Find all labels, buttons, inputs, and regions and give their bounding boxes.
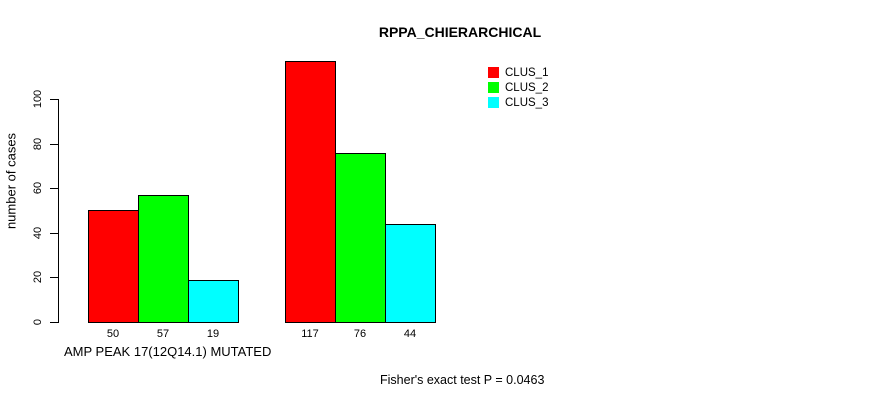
- x-axis-group-label: AMP PEAK 17(12Q14.1) MUTATED: [64, 344, 272, 359]
- legend: CLUS_1 CLUS_2 CLUS_3: [488, 65, 548, 110]
- bar-clus_1-group2: [285, 61, 336, 323]
- legend-swatch-clus_1: [488, 67, 499, 78]
- legend-label: CLUS_1: [505, 66, 549, 79]
- y-tick-label: 60: [32, 182, 44, 195]
- y-axis-line: [58, 99, 59, 323]
- y-tick-label: 0: [32, 318, 44, 326]
- legend-label: CLUS_2: [505, 81, 549, 94]
- bar-value-label: 76: [353, 328, 367, 340]
- bar-value-label: 50: [106, 328, 120, 340]
- bar-clus_1-group1: [88, 210, 139, 323]
- bar-value-label: 117: [301, 328, 319, 340]
- bar-value-label: 57: [156, 328, 170, 340]
- legend-row: CLUS_3: [488, 95, 548, 110]
- legend-row: CLUS_2: [488, 80, 548, 95]
- bar-clus_2-group2: [335, 153, 386, 323]
- legend-row: CLUS_1: [488, 65, 548, 80]
- y-tick-mark: [50, 232, 58, 234]
- y-tick-mark: [50, 277, 58, 279]
- chart-title: RPPA_CHIERARCHICAL: [378, 24, 542, 40]
- bar-clus_2-group1: [138, 195, 189, 323]
- y-axis-title: number of cases: [3, 132, 19, 230]
- y-tick-mark: [50, 99, 58, 100]
- legend-label: CLUS_3: [505, 96, 549, 109]
- y-tick-label: 40: [32, 226, 44, 239]
- y-tick-mark: [50, 188, 58, 190]
- legend-swatch-clus_2: [488, 82, 499, 93]
- bar-value-label: 19: [206, 328, 220, 340]
- bar-clus_3-group2: [385, 224, 436, 323]
- fisher-test-annotation: Fisher's exact test P = 0.0463: [380, 373, 545, 387]
- y-tick-label: 80: [32, 137, 44, 150]
- legend-swatch-clus_3: [488, 97, 499, 108]
- bar-value-label: 44: [403, 328, 417, 340]
- y-tick-mark: [50, 322, 58, 323]
- y-tick-label: 20: [32, 271, 44, 284]
- bar-clus_3-group1: [188, 280, 239, 323]
- y-tick-mark: [50, 143, 58, 145]
- y-tick-label: 100: [32, 89, 44, 109]
